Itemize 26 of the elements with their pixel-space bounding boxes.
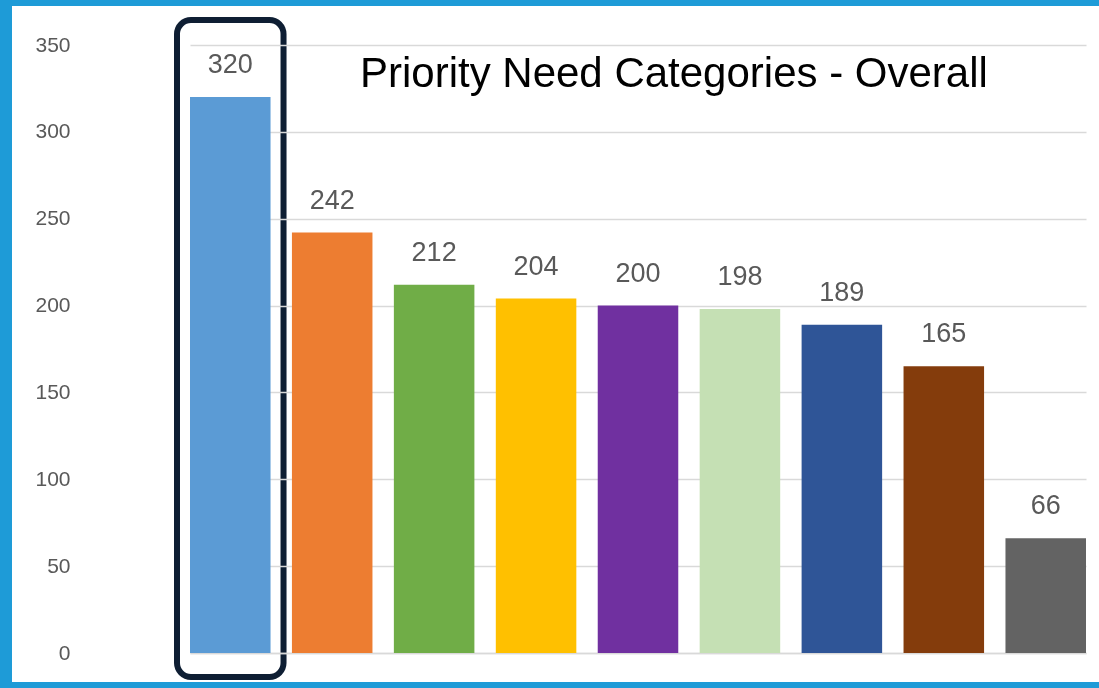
data-label: 198 xyxy=(717,261,763,292)
data-label: 66 xyxy=(1030,490,1061,521)
data-label: 320 xyxy=(207,49,253,80)
bar xyxy=(393,284,475,653)
y-tick-label: 150 xyxy=(35,379,71,403)
y-tick-label: 100 xyxy=(35,466,71,490)
data-label: 200 xyxy=(615,257,661,288)
data-label: 165 xyxy=(921,318,967,349)
data-label: 204 xyxy=(513,250,559,281)
y-tick-label: 0 xyxy=(58,640,71,664)
bar xyxy=(903,366,985,653)
data-label: 189 xyxy=(819,276,865,307)
y-tick-label: 300 xyxy=(35,119,71,143)
bar xyxy=(495,298,577,653)
bar xyxy=(699,309,781,653)
y-tick-label: 350 xyxy=(35,32,71,56)
data-label: 212 xyxy=(411,236,457,267)
bar xyxy=(1005,538,1086,653)
bar xyxy=(801,324,883,653)
bar xyxy=(597,305,679,653)
chart-title: Priority Need Categories - Overall xyxy=(359,49,988,96)
y-tick-label: 200 xyxy=(35,293,71,317)
data-label: 242 xyxy=(309,184,355,215)
bar xyxy=(291,232,373,653)
y-tick-label: 250 xyxy=(35,206,71,230)
y-tick-label: 50 xyxy=(47,553,71,577)
